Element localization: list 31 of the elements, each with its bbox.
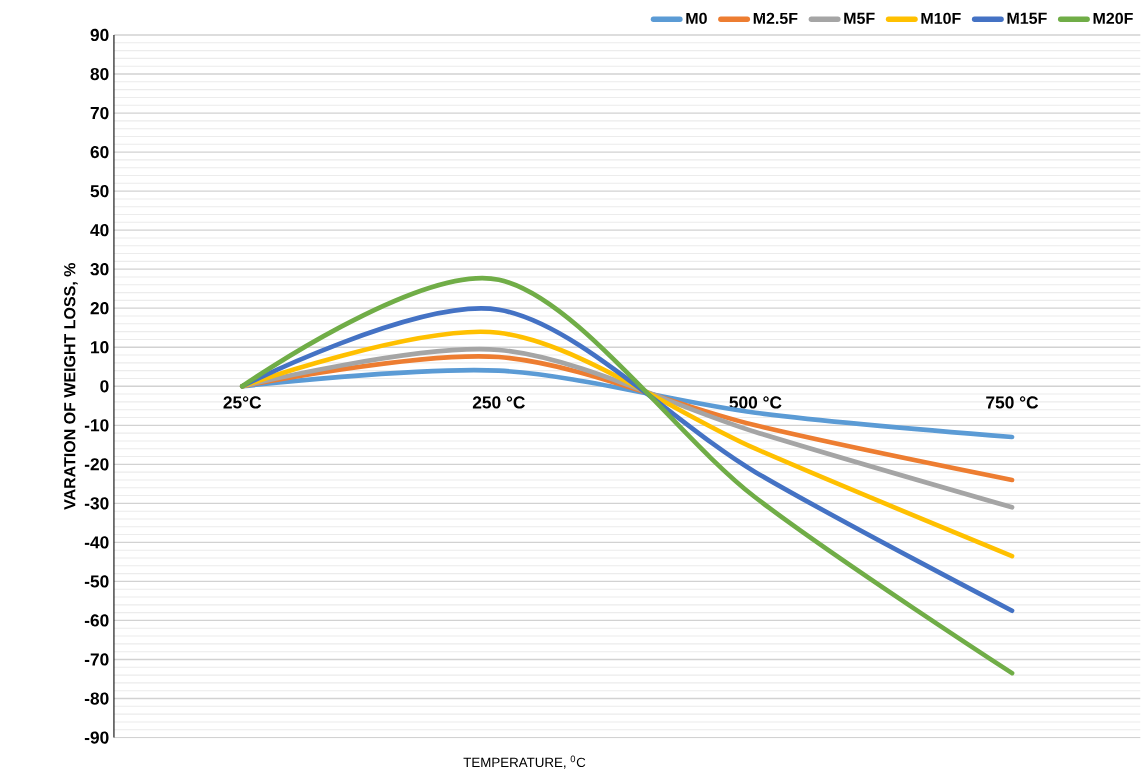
legend-label: M20F bbox=[1093, 12, 1133, 24]
y-tick-label: -40 bbox=[84, 536, 109, 549]
x-tick-label: 500 °C bbox=[729, 396, 782, 409]
y-tick-label: -10 bbox=[84, 419, 109, 432]
y-tick-label: 50 bbox=[90, 184, 109, 198]
y-tick-label: 70 bbox=[90, 106, 109, 120]
y-tick-label: -60 bbox=[84, 614, 109, 627]
x-tick-label: 750 °C bbox=[986, 396, 1039, 409]
y-tick-label: -50 bbox=[84, 575, 109, 588]
x-tick-label: 25°C bbox=[223, 396, 262, 409]
y-tick-label: 80 bbox=[90, 67, 109, 81]
legend-label: M15F bbox=[1007, 12, 1047, 24]
y-tick-label: 30 bbox=[90, 262, 109, 276]
y-tick-label: 20 bbox=[90, 302, 109, 315]
legend-label: M0 bbox=[686, 12, 707, 24]
legend-label: M5F bbox=[844, 12, 875, 24]
y-tick-label: 0 bbox=[100, 380, 109, 393]
y-axis-title: VARATION OF WEIGHT LOSS, % bbox=[64, 263, 78, 510]
x-axis-title: TEMPERATURE, $^{0}$C bbox=[463, 755, 586, 769]
y-tick-label: 90 bbox=[90, 28, 109, 42]
legend-label: M10F bbox=[921, 12, 961, 24]
legend-label: M2.5F bbox=[753, 12, 798, 24]
y-tick-label: -90 bbox=[84, 731, 109, 744]
y-tick-label: -80 bbox=[84, 692, 109, 705]
y-tick-label: 10 bbox=[91, 341, 109, 354]
y-tick-label: -30 bbox=[84, 497, 109, 510]
y-tick-label: -70 bbox=[84, 653, 109, 666]
y-tick-label: 60 bbox=[90, 145, 109, 159]
y-tick-label: -20 bbox=[84, 458, 109, 471]
x-tick-label: 250 °C bbox=[472, 396, 525, 409]
y-tick-label: 40 bbox=[90, 223, 109, 237]
